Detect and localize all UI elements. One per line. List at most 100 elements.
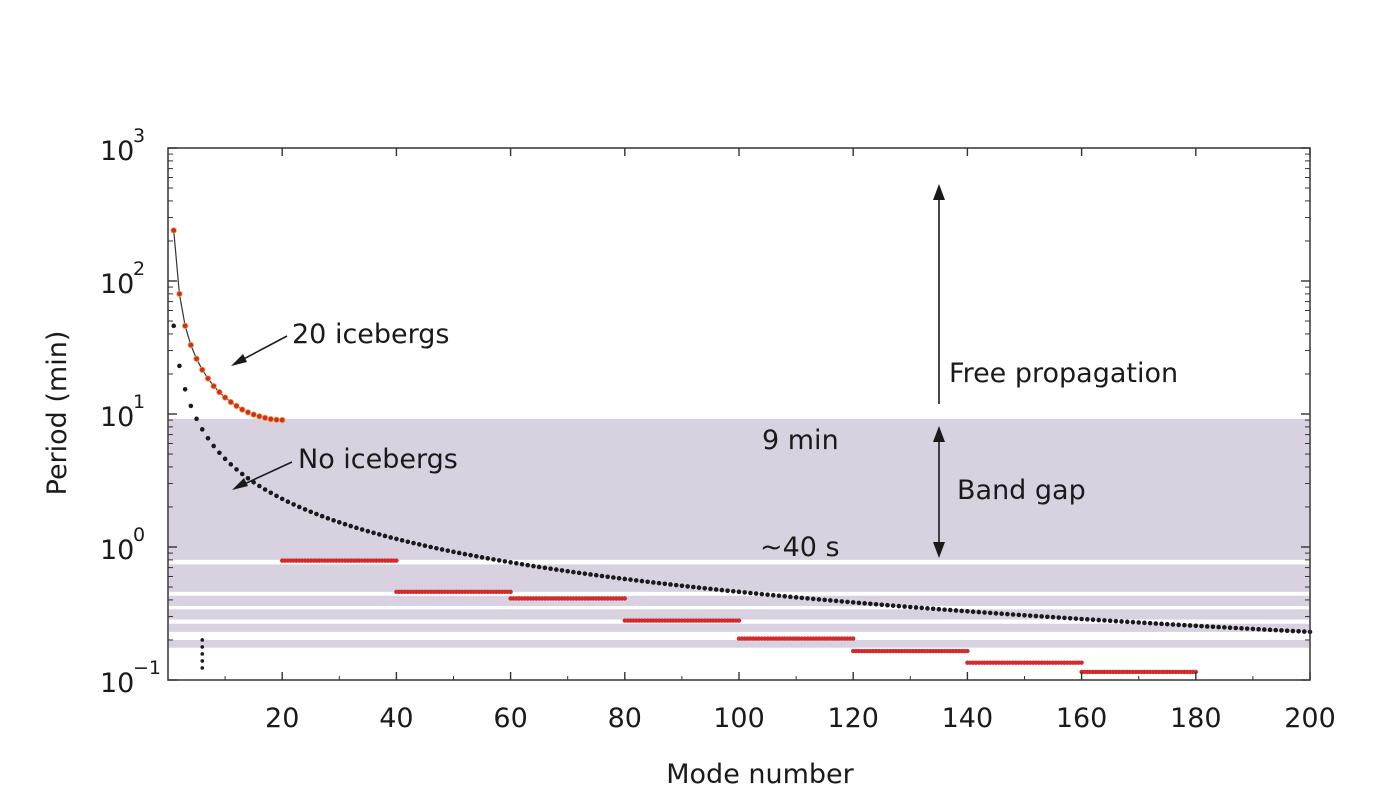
no-icebergs-point <box>1062 615 1067 621</box>
no-icebergs-point <box>673 582 679 588</box>
no-icebergs-point <box>959 608 964 614</box>
no-icebergs-point <box>188 403 194 409</box>
twenty-icebergs-point <box>176 290 183 298</box>
no-icebergs-point <box>1079 616 1084 622</box>
no-icebergs-point <box>1239 626 1244 631</box>
no-icebergs-point <box>451 549 456 555</box>
x-tick-label: 20 <box>265 703 299 734</box>
no-icebergs-point <box>845 599 850 605</box>
no-icebergs-point <box>748 590 753 596</box>
no-icebergs-point <box>987 610 993 616</box>
no-icebergs-point <box>319 513 325 519</box>
no-icebergs-point <box>1256 626 1261 632</box>
no-icebergs-point <box>428 544 433 550</box>
no-icebergs-point <box>325 516 331 521</box>
no-icebergs-point <box>405 539 411 545</box>
arrowhead-20-icebergs-icon <box>231 354 247 366</box>
no-icebergs-point <box>805 596 810 601</box>
no-icebergs-point <box>365 528 371 534</box>
x-tick-label: 120 <box>827 703 879 734</box>
no-icebergs-point <box>1090 617 1096 623</box>
no-icebergs-point <box>1273 627 1279 633</box>
no-icebergs-point <box>536 564 542 570</box>
no-icebergs-point <box>919 605 925 611</box>
no-icebergs-point <box>1016 612 1022 618</box>
no-icebergs-point <box>251 479 256 485</box>
no-icebergs-point <box>199 427 205 432</box>
no-icebergs-point <box>1073 616 1079 621</box>
no-icebergs-point <box>502 559 508 564</box>
vertical-dot <box>200 666 205 670</box>
no-icebergs-point <box>702 585 708 591</box>
no-icebergs-point <box>359 527 365 532</box>
plateau-point <box>851 636 856 641</box>
y-tick-label-exponent: 0 <box>133 524 145 546</box>
no-icebergs-point <box>542 565 548 571</box>
no-icebergs-point <box>970 609 976 614</box>
free-propagation-arrowhead-icon <box>933 184 945 200</box>
x-tick-label: 160 <box>1056 703 1108 734</box>
no-icebergs-point <box>1204 624 1210 629</box>
no-icebergs-point <box>616 575 622 581</box>
band-gap-arrowhead-down-icon <box>933 542 945 558</box>
no-icebergs-point <box>485 556 491 561</box>
no-icebergs-point <box>302 507 308 512</box>
no-icebergs-point <box>765 592 770 597</box>
annotation-40-s: ~40 s <box>760 532 840 563</box>
no-icebergs-point <box>514 561 519 566</box>
no-icebergs-point <box>1262 627 1267 632</box>
y-tick-label-base: 10 <box>100 136 134 167</box>
no-icebergs-point <box>947 607 953 613</box>
no-icebergs-point <box>942 607 947 612</box>
annotation-band-gap: Band gap <box>957 475 1086 506</box>
no-icebergs-point <box>982 610 987 615</box>
twenty-icebergs-point <box>239 406 246 413</box>
no-icebergs-point <box>205 435 211 441</box>
no-icebergs-point <box>1153 621 1159 626</box>
no-icebergs-point <box>930 606 936 612</box>
x-tick-label: 140 <box>942 703 994 734</box>
no-icebergs-point <box>999 611 1004 617</box>
y-tick-label-base: 10 <box>100 269 134 300</box>
no-icebergs-point <box>559 568 565 573</box>
no-icebergs-point <box>376 532 382 537</box>
y-tick-label-exponent: 3 <box>133 125 145 147</box>
band-gap-regions <box>169 418 1309 648</box>
no-icebergs-point <box>1050 614 1056 620</box>
no-icebergs-point <box>525 562 531 568</box>
no-icebergs-point <box>1142 620 1147 626</box>
no-icebergs-point <box>1267 627 1273 633</box>
no-icebergs-point <box>1187 623 1193 628</box>
no-icebergs-point <box>925 606 930 611</box>
y-tick-label-exponent: 2 <box>133 258 145 280</box>
no-icebergs-point <box>708 586 713 592</box>
no-icebergs-point <box>371 530 376 536</box>
no-icebergs-point <box>1039 614 1044 619</box>
no-icebergs-point <box>1107 618 1113 624</box>
no-icebergs-point <box>399 538 405 543</box>
no-icebergs-point <box>1233 625 1239 631</box>
no-icebergs-point <box>1170 622 1176 627</box>
vertical-dot <box>200 638 205 642</box>
no-icebergs-point <box>599 573 605 579</box>
no-icebergs-point <box>605 574 610 580</box>
twenty-icebergs-point <box>256 413 263 420</box>
plateau-point <box>394 558 399 563</box>
twenty-icebergs-point <box>216 388 223 396</box>
no-icebergs-point <box>730 588 736 594</box>
twenty-icebergs-point <box>221 394 229 401</box>
no-icebergs-point <box>245 475 251 481</box>
no-icebergs-point <box>850 600 856 605</box>
no-icebergs-point <box>382 533 388 539</box>
band-gap-4 <box>169 623 1309 632</box>
no-icebergs-point <box>628 577 633 582</box>
no-icebergs-point <box>885 602 890 608</box>
no-icebergs-point <box>1182 622 1187 628</box>
no-icebergs-point <box>1244 626 1250 631</box>
no-icebergs-point <box>565 568 570 574</box>
vertical-dot <box>200 652 205 656</box>
y-tick-label-exponent: −1 <box>133 657 161 679</box>
no-icebergs-point <box>582 571 588 576</box>
no-icebergs-point <box>222 456 228 462</box>
